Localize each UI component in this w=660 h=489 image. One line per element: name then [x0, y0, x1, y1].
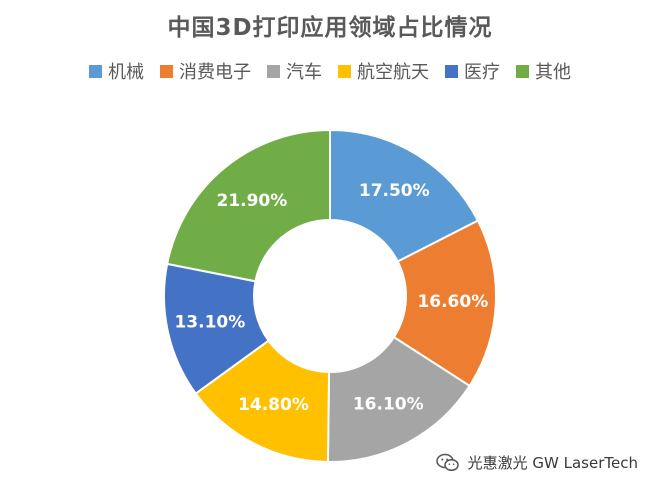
legend-item: 汽车 — [267, 58, 322, 84]
watermark: 光惠激光 GW LaserTech — [435, 452, 638, 473]
legend-label: 汽车 — [286, 62, 322, 83]
donut-slice — [329, 128, 480, 263]
chart-legend: 机械 消费电子 汽车 航空航天 医疗 其他 — [0, 58, 660, 84]
legend-item: 其他 — [516, 58, 571, 84]
slice-data-label: 13.10% — [174, 312, 245, 332]
slice-data-label: 21.90% — [216, 191, 287, 211]
chart-title: 中国3D打印应用领域占比情况 — [167, 15, 493, 41]
slice-data-label: 14.80% — [238, 395, 309, 415]
legend-label: 医疗 — [464, 62, 500, 83]
donut-slice — [194, 339, 331, 463]
legend-label: 航空航天 — [357, 62, 429, 83]
legend-item: 航空航天 — [338, 58, 429, 84]
legend-item: 医疗 — [445, 58, 500, 84]
legend-swatch — [160, 64, 173, 78]
slice-data-label: 16.10% — [353, 394, 424, 414]
slice-data-label: 17.50% — [359, 181, 430, 201]
watermark-text: 光惠激光 GW LaserTech — [467, 454, 638, 472]
legend-swatch — [445, 64, 458, 78]
donut-slice — [326, 335, 471, 463]
legend-swatch — [89, 64, 102, 78]
slice-data-label: 16.60% — [417, 292, 488, 312]
legend-label: 消费电子 — [179, 62, 251, 83]
legend-swatch — [267, 64, 280, 78]
legend-swatch — [516, 64, 529, 78]
donut-slice — [165, 128, 331, 283]
legend-item: 机械 — [89, 58, 144, 84]
legend-swatch — [338, 64, 351, 78]
donut-slice — [392, 219, 497, 388]
wechat-icon — [435, 453, 459, 471]
legend-label: 机械 — [108, 62, 144, 83]
legend-item: 消费电子 — [160, 58, 251, 84]
legend-label: 其他 — [535, 62, 571, 83]
